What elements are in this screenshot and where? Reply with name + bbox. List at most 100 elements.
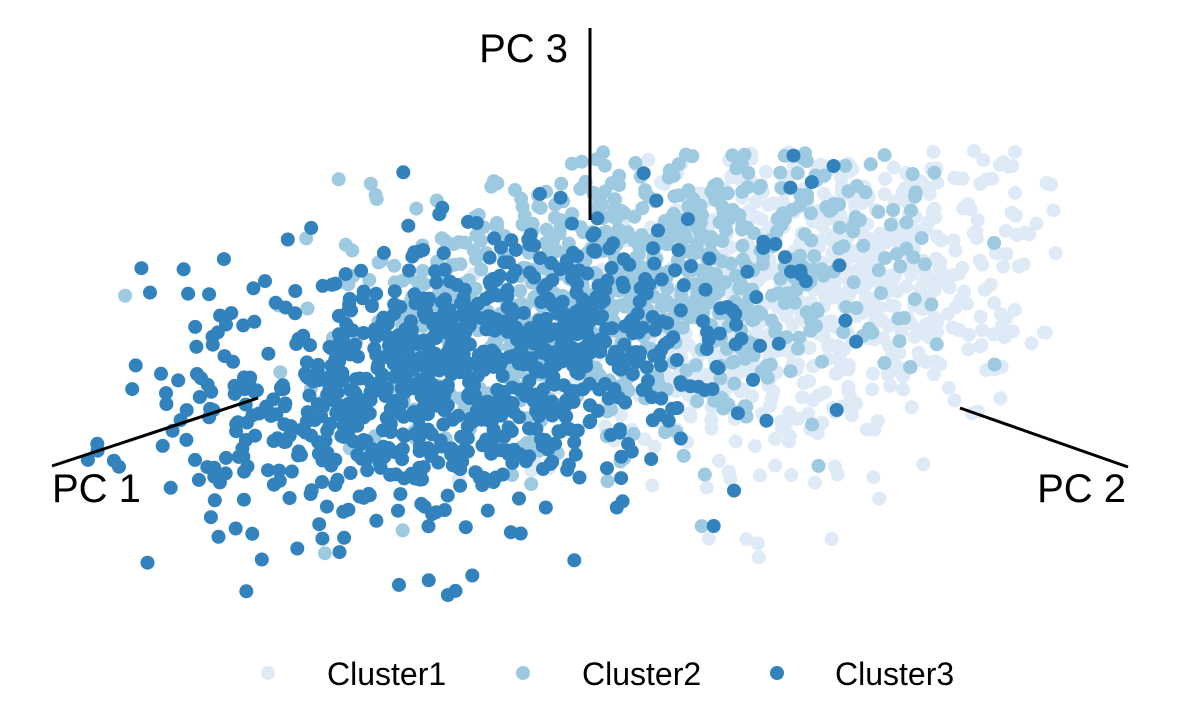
- point-cluster3: [749, 290, 764, 305]
- point-cluster1: [974, 338, 989, 353]
- point-cluster1: [795, 390, 810, 405]
- point-cluster3: [489, 395, 504, 410]
- point-cluster2: [878, 251, 892, 266]
- point-cluster1: [701, 531, 716, 546]
- point-cluster1: [940, 307, 955, 321]
- point-cluster3: [605, 352, 620, 366]
- point-cluster3: [243, 370, 258, 385]
- point-cluster1: [886, 160, 901, 175]
- point-cluster3: [826, 159, 841, 173]
- point-cluster3: [464, 311, 479, 325]
- point-cluster2: [596, 145, 611, 160]
- point-cluster3: [488, 470, 503, 485]
- point-cluster1: [942, 280, 957, 295]
- point-cluster3: [343, 466, 358, 480]
- point-cluster3: [496, 384, 511, 399]
- point-cluster2: [651, 375, 666, 390]
- point-cluster3: [684, 259, 698, 273]
- point-cluster3: [240, 459, 255, 474]
- point-cluster1: [967, 144, 981, 158]
- axes: PC 1 PC 2 PC 3: [51, 27, 1129, 511]
- point-cluster1: [820, 339, 835, 354]
- point-cluster3: [669, 353, 684, 367]
- point-cluster2: [607, 203, 622, 217]
- point-cluster3: [307, 413, 322, 428]
- point-cluster2: [987, 357, 1002, 372]
- point-cluster1: [916, 457, 931, 472]
- point-cluster3: [318, 433, 333, 448]
- point-cluster3: [296, 328, 311, 343]
- point-cluster2: [627, 209, 642, 224]
- point-cluster2: [811, 458, 826, 473]
- point-cluster3: [583, 398, 597, 413]
- point-cluster1: [877, 187, 892, 202]
- point-cluster3: [205, 329, 220, 344]
- point-cluster1: [712, 453, 726, 468]
- point-cluster3: [463, 411, 478, 426]
- point-cluster1: [1008, 145, 1023, 159]
- point-cluster3: [470, 296, 485, 311]
- point-cluster1: [963, 202, 978, 217]
- point-cluster3: [527, 238, 542, 253]
- point-cluster2: [564, 156, 579, 171]
- point-cluster3: [320, 445, 335, 460]
- point-cluster3: [448, 321, 463, 336]
- point-cluster2: [893, 259, 908, 274]
- point-cluster3: [451, 408, 466, 423]
- point-cluster2: [729, 161, 744, 176]
- point-cluster1: [961, 327, 976, 342]
- point-cluster3: [448, 583, 463, 598]
- point-cluster2: [539, 222, 554, 237]
- point-cluster1: [768, 431, 783, 446]
- point-cluster1: [768, 458, 783, 473]
- point-cluster2: [362, 273, 377, 287]
- point-cluster3: [207, 493, 222, 508]
- point-cluster3: [143, 285, 157, 300]
- point-cluster2: [987, 236, 1002, 250]
- point-cluster1: [911, 345, 926, 360]
- point-cluster3: [342, 291, 357, 306]
- pc3-axis-label: PC 3: [479, 27, 568, 71]
- point-cluster3: [570, 351, 585, 366]
- point-cluster3: [783, 180, 798, 195]
- point-cluster3: [568, 384, 583, 399]
- point-cluster3: [730, 406, 745, 421]
- point-cluster3: [354, 263, 369, 278]
- point-cluster1: [904, 400, 919, 415]
- point-cluster2: [908, 185, 923, 200]
- point-cluster2: [846, 275, 861, 290]
- point-cluster1: [647, 439, 662, 454]
- point-cluster2: [694, 519, 709, 534]
- point-cluster3: [728, 306, 743, 321]
- pc1-axis-label: PC 1: [52, 467, 141, 511]
- point-cluster3: [342, 347, 357, 362]
- point-cluster3: [547, 322, 562, 337]
- point-cluster3: [189, 339, 204, 354]
- point-cluster2: [554, 176, 569, 191]
- point-cluster3: [512, 410, 527, 425]
- point-cluster3: [218, 466, 233, 481]
- point-cluster3: [245, 526, 260, 541]
- point-cluster1: [996, 259, 1011, 274]
- point-cluster1: [824, 532, 839, 546]
- point-cluster3: [518, 388, 533, 403]
- point-cluster3: [838, 313, 853, 328]
- point-cluster3: [652, 407, 667, 422]
- point-cluster1: [1004, 205, 1019, 220]
- point-cluster2: [678, 230, 693, 244]
- point-cluster2: [785, 202, 800, 217]
- point-cluster2: [687, 277, 702, 292]
- point-cluster2: [803, 323, 818, 338]
- point-cluster1: [872, 491, 887, 506]
- pc2-axis-line: [959, 406, 1129, 469]
- point-cluster3: [191, 472, 206, 487]
- point-cluster3: [176, 262, 191, 277]
- point-cluster3: [461, 214, 475, 229]
- point-cluster1: [998, 224, 1013, 238]
- point-cluster3: [727, 483, 741, 498]
- point-cluster1: [1011, 259, 1026, 274]
- point-cluster2: [871, 204, 886, 219]
- point-cluster1: [761, 197, 776, 212]
- point-cluster3: [304, 220, 319, 235]
- point-cluster3: [282, 491, 297, 505]
